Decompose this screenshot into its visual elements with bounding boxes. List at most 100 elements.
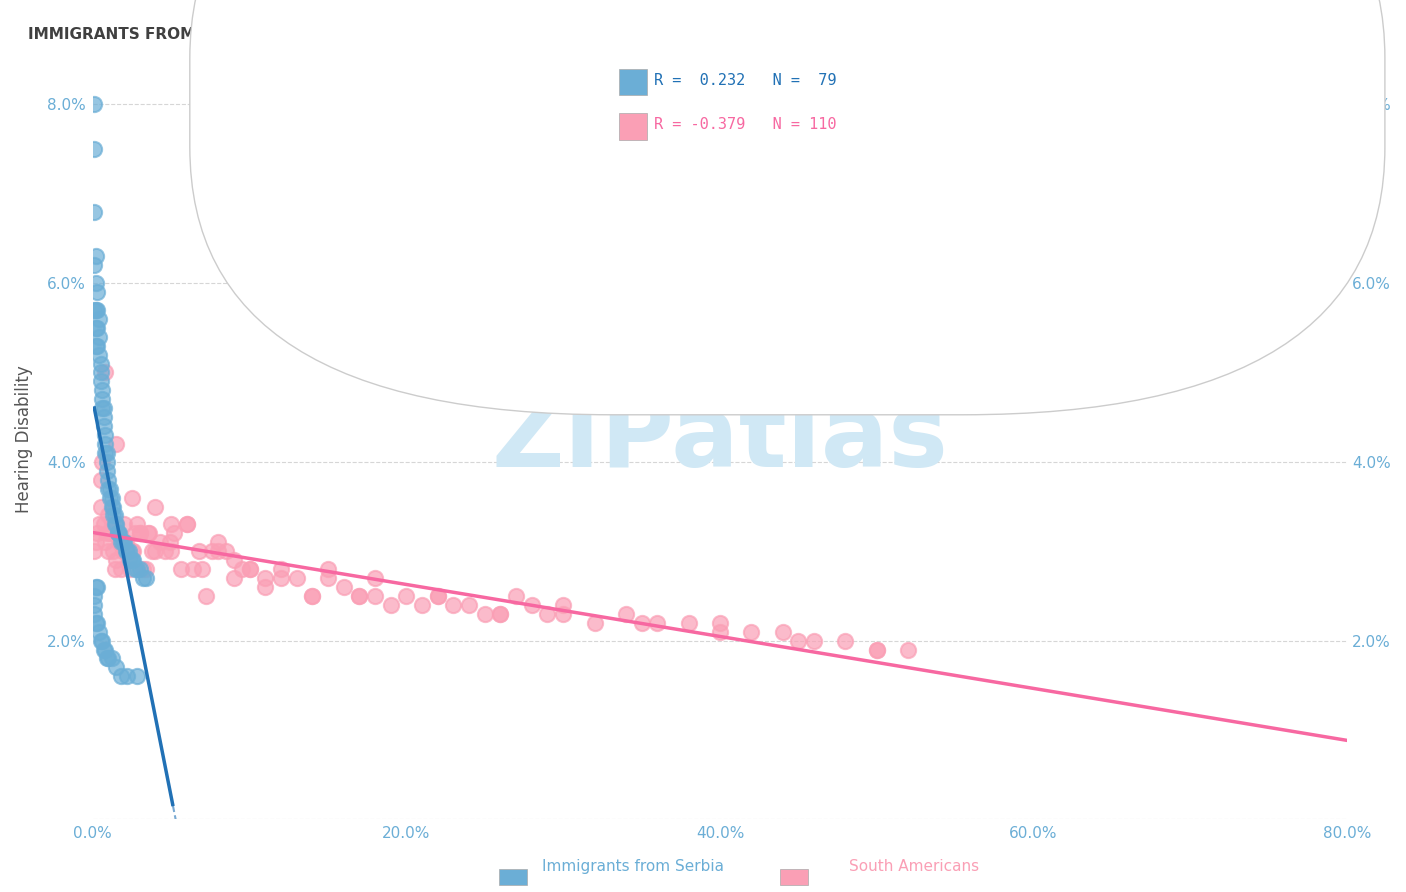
Point xyxy=(83,142,105,156)
Point xyxy=(105,517,128,532)
Point xyxy=(112,517,135,532)
Point xyxy=(97,651,120,665)
Point xyxy=(207,544,229,558)
Point xyxy=(138,526,160,541)
Point xyxy=(84,535,107,549)
Point xyxy=(188,544,211,558)
Point xyxy=(630,615,652,630)
Point xyxy=(159,535,181,549)
Point xyxy=(110,535,132,549)
Point xyxy=(141,544,163,558)
Point xyxy=(90,375,112,389)
Point xyxy=(110,562,132,576)
Point xyxy=(866,642,889,657)
Point xyxy=(94,446,117,460)
Point xyxy=(238,562,260,576)
Point xyxy=(98,491,121,505)
Point xyxy=(100,651,122,665)
Point xyxy=(97,473,120,487)
Point xyxy=(301,589,323,603)
Point xyxy=(101,500,124,514)
Point xyxy=(153,544,176,558)
Point xyxy=(115,544,138,558)
Point xyxy=(83,607,105,621)
Point xyxy=(121,491,143,505)
Point xyxy=(96,464,118,478)
Point xyxy=(100,491,122,505)
Point xyxy=(105,437,128,451)
Point xyxy=(301,589,323,603)
Point xyxy=(254,580,277,594)
Point xyxy=(132,571,155,585)
Point xyxy=(94,437,117,451)
Point xyxy=(108,526,131,541)
Point xyxy=(84,249,107,263)
Point xyxy=(83,589,105,603)
Point xyxy=(458,598,481,612)
Point xyxy=(122,553,145,567)
Point xyxy=(136,526,159,541)
Point xyxy=(834,633,856,648)
Point xyxy=(740,624,762,639)
Point xyxy=(125,562,148,576)
Point xyxy=(83,97,105,112)
Point xyxy=(97,508,120,523)
Point xyxy=(84,338,107,352)
Point xyxy=(86,302,108,317)
Point xyxy=(160,517,183,532)
Point xyxy=(105,660,128,674)
Point xyxy=(100,517,122,532)
Point xyxy=(553,598,575,612)
Point xyxy=(474,607,496,621)
Point xyxy=(93,410,115,425)
Point xyxy=(83,204,105,219)
Point xyxy=(787,633,810,648)
Point xyxy=(87,311,110,326)
Point xyxy=(84,615,107,630)
Point xyxy=(93,642,115,657)
Point xyxy=(194,589,217,603)
Point xyxy=(285,571,308,585)
Point xyxy=(135,562,157,576)
Point xyxy=(124,526,146,541)
Text: R = -0.379   N = 110: R = -0.379 N = 110 xyxy=(654,118,837,132)
Point xyxy=(441,598,464,612)
Text: ZIPatlas: ZIPatlas xyxy=(492,391,949,488)
Point xyxy=(489,607,512,621)
Point xyxy=(135,571,157,585)
Point xyxy=(709,624,731,639)
Point xyxy=(270,571,292,585)
Point xyxy=(91,455,114,469)
Point xyxy=(107,526,129,541)
Point xyxy=(93,517,115,532)
Point xyxy=(897,642,920,657)
Point xyxy=(98,482,121,496)
Point xyxy=(349,589,371,603)
Point xyxy=(94,366,117,380)
Point xyxy=(108,535,131,549)
Point xyxy=(83,544,105,558)
Point xyxy=(84,276,107,290)
Text: South Americans: South Americans xyxy=(849,859,979,874)
Point xyxy=(83,302,105,317)
Point xyxy=(91,392,114,407)
Point xyxy=(104,562,127,576)
Point xyxy=(105,517,128,532)
Point xyxy=(115,669,138,683)
Point xyxy=(678,615,700,630)
Point xyxy=(772,624,794,639)
Point xyxy=(614,607,637,621)
Point xyxy=(181,562,204,576)
Point xyxy=(149,535,172,549)
Point xyxy=(121,544,143,558)
Point xyxy=(145,544,167,558)
Point xyxy=(111,535,134,549)
Point xyxy=(163,526,186,541)
Point xyxy=(222,571,245,585)
Point xyxy=(114,544,136,558)
Point xyxy=(104,517,127,532)
Point xyxy=(128,526,150,541)
Point xyxy=(100,500,122,514)
Point xyxy=(125,517,148,532)
Point xyxy=(107,526,129,541)
